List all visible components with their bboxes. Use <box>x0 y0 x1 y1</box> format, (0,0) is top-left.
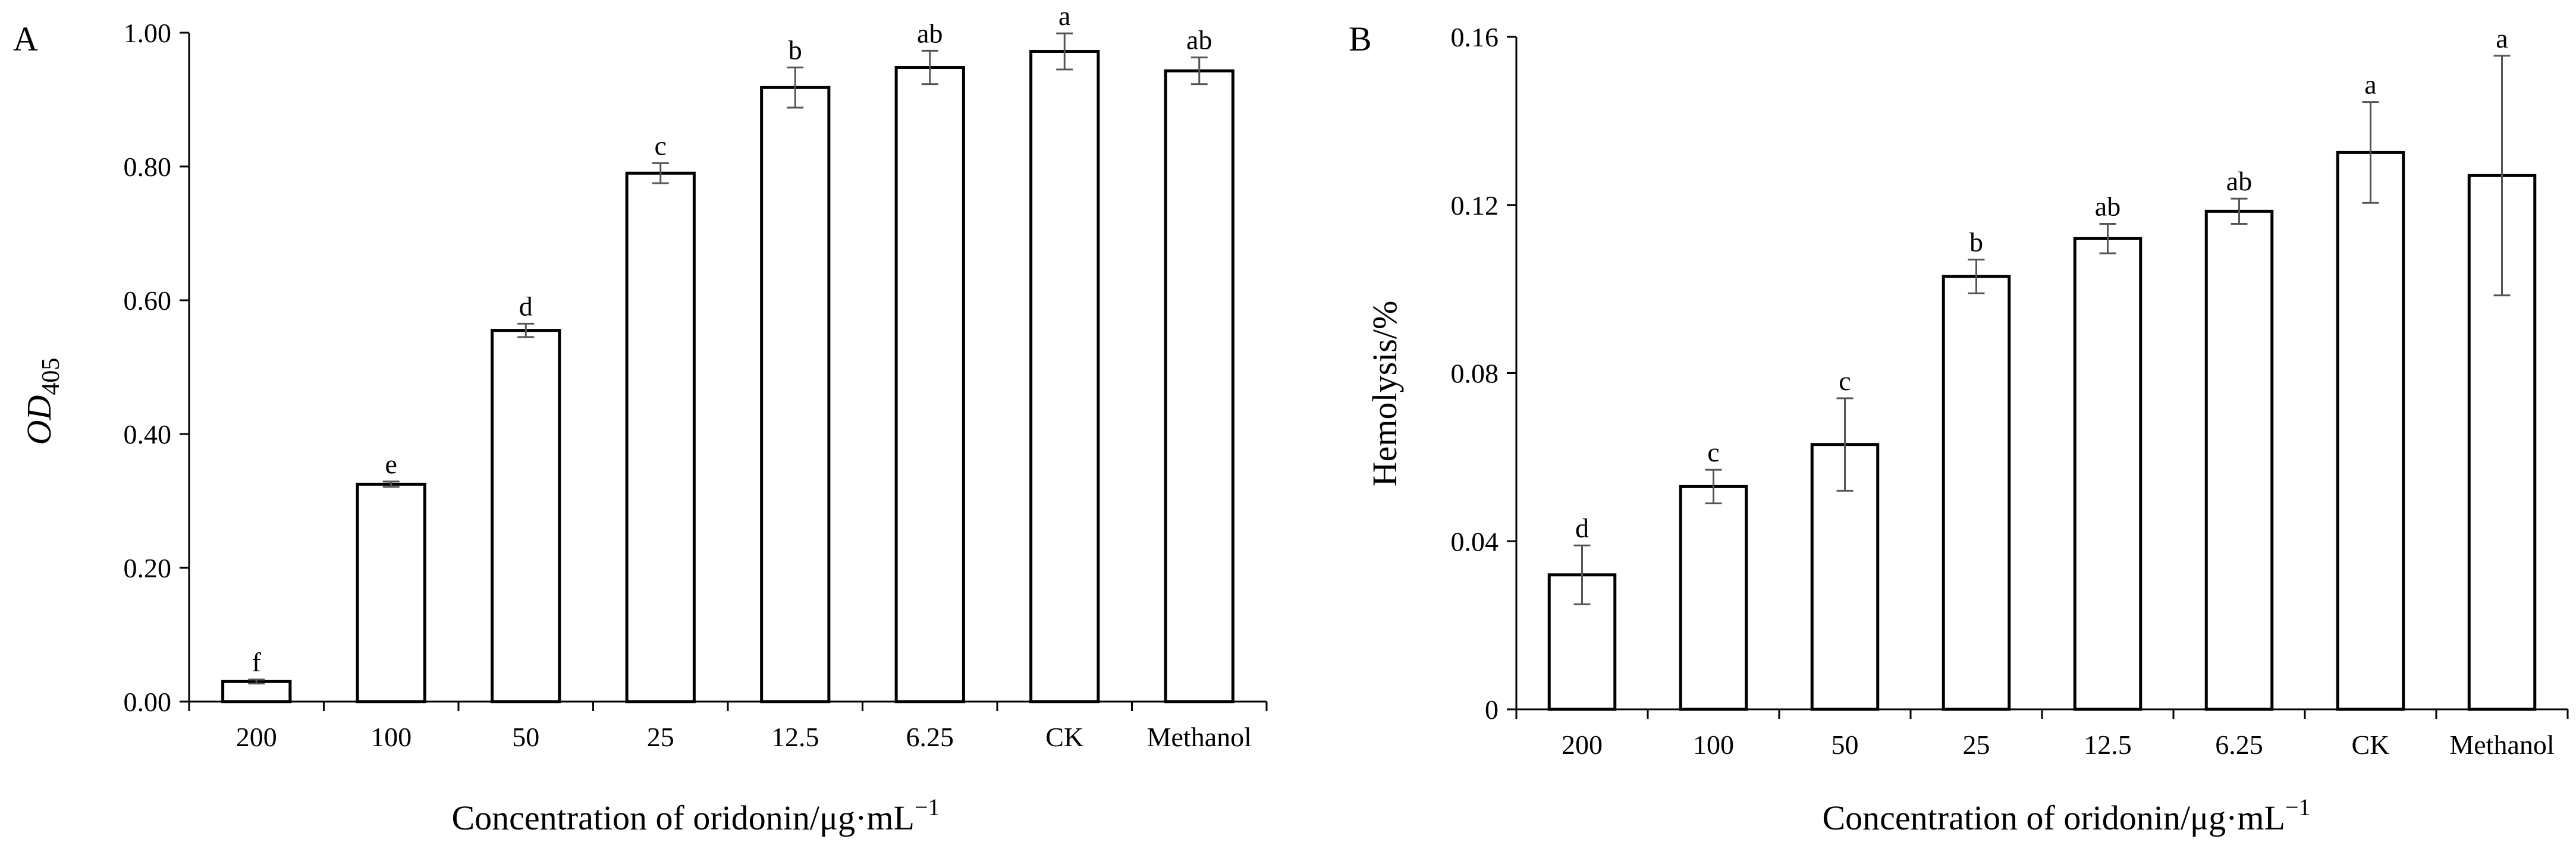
x-tick-label: 50 <box>1832 730 1859 760</box>
x-tick-label: 6.25 <box>906 722 954 752</box>
significance-letter: d <box>1575 513 1589 543</box>
panel-b-label: B <box>1349 20 1372 58</box>
y-tick-label: 0.20 <box>124 553 172 583</box>
panel-b: B 0 0.04 0.08 0.12 0.16 d 200 c 100 c 50 b 25 ab 12.5 a… <box>1349 20 2569 837</box>
x-tick-label: 25 <box>647 722 674 752</box>
x-tick-label: 200 <box>236 722 277 752</box>
significance-letter: b <box>1969 227 1983 257</box>
significance-letter: c <box>655 130 667 161</box>
y-tick-label: 0.60 <box>124 285 172 316</box>
panel-a: A 0.00 0.20 0.40 0.60 0.80 1.00 f 200 e 100 d 50 c 25… <box>13 1 1268 837</box>
x-tick-label: 200 <box>1562 730 1603 760</box>
significance-letter: a <box>2364 70 2376 100</box>
y-axis-label-sub: 405 <box>37 358 65 395</box>
significance-letter: ab <box>2095 191 2121 222</box>
x-axis-label-main: Concentration of oridonin/μg·mL <box>1822 799 2285 837</box>
y-tick-label: 0.12 <box>1451 190 1499 221</box>
bar <box>760 86 831 703</box>
significance-letter: f <box>252 647 262 677</box>
x-axis-label: Concentration of oridonin/μg·mL−1 <box>1822 794 2310 837</box>
x-tick-label: 100 <box>370 722 411 752</box>
bar <box>1679 485 1748 711</box>
y-tick-label: 0.08 <box>1451 359 1499 389</box>
y-axis-label-main: OD <box>20 395 58 445</box>
bar <box>625 171 696 703</box>
significance-letter: c <box>1839 366 1851 396</box>
bar <box>2073 237 2143 711</box>
y-axis-label: OD405 <box>20 358 65 445</box>
x-tick-label: Methanol <box>1147 722 1252 752</box>
bar <box>1164 69 1234 703</box>
x-tick-label: CK <box>2352 730 2390 760</box>
y-axis-label: Hemolysis/% <box>1365 301 1404 487</box>
significance-letter: e <box>385 449 397 479</box>
panel-a-label: A <box>13 20 38 58</box>
bar <box>491 329 561 703</box>
bar <box>1942 275 2011 711</box>
y-tick-label: 0.04 <box>1451 526 1499 557</box>
significance-letter: d <box>519 291 533 321</box>
x-tick-label: 12.5 <box>771 722 819 752</box>
x-tick-label: 100 <box>1693 730 1734 760</box>
x-tick-label: 6.25 <box>2215 730 2263 760</box>
y-tick-label: 1.00 <box>124 18 172 48</box>
significance-letter: ab <box>2226 166 2252 196</box>
y-tick-label: 0.00 <box>124 687 172 717</box>
significance-letter: c <box>1707 437 1719 467</box>
bar <box>2336 150 2405 711</box>
significance-letter: ab <box>1186 25 1212 55</box>
x-axis-label: Concentration of oridonin/μg·mL−1 <box>451 794 940 837</box>
x-axis-label-main: Concentration of oridonin/μg·mL <box>451 799 915 837</box>
y-tick-label: 0.80 <box>124 152 172 182</box>
significance-letter: a <box>2496 23 2508 54</box>
x-axis-label-sup: −1 <box>915 794 940 821</box>
x-tick-label: 25 <box>1963 730 1990 760</box>
x-axis-label-sup: −1 <box>2285 794 2311 821</box>
y-axis-label-main: Hemolysis/% <box>1365 301 1404 487</box>
bar <box>221 680 292 703</box>
y-tick-label: 0 <box>1485 694 1499 725</box>
bar <box>356 482 426 703</box>
significance-letter: ab <box>917 18 943 48</box>
y-tick-label: 0.16 <box>1451 22 1499 52</box>
bar <box>2204 209 2274 711</box>
x-tick-label: 50 <box>512 722 539 752</box>
significance-letter: a <box>1058 1 1070 31</box>
significance-letter: b <box>788 35 802 65</box>
y-tick-label: 0.40 <box>124 419 172 449</box>
x-tick-label: 12.5 <box>2084 730 2132 760</box>
bar <box>894 66 965 703</box>
x-tick-label: CK <box>1045 722 1083 752</box>
bar <box>1029 50 1100 703</box>
x-tick-label: Methanol <box>2449 730 2554 760</box>
